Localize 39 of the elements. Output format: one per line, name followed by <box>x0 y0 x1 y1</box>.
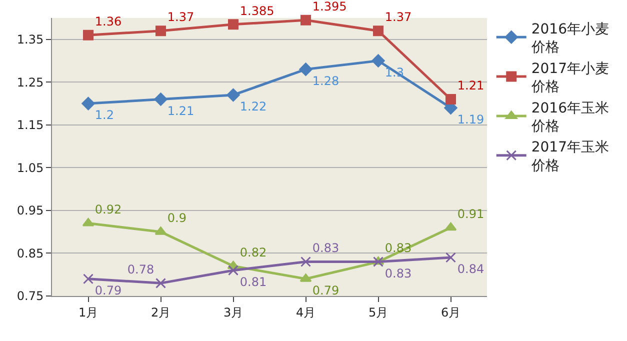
data-label: 0.78 <box>127 262 154 277</box>
y-tick-label: 0.75 <box>16 289 44 304</box>
legend-label: 2017年小麦价格 <box>530 60 609 96</box>
y-tick-label: 1.05 <box>16 160 44 175</box>
data-label: 1.21 <box>457 78 484 93</box>
data-label: 1.395 <box>312 0 347 14</box>
data-label: 1.2 <box>94 108 114 122</box>
data-label: 0.79 <box>312 284 340 298</box>
data-label: 0.9 <box>167 211 186 226</box>
data-label: 0.83 <box>312 241 340 256</box>
x-tick-label: 2月 <box>150 305 171 320</box>
x-tick-label: 1月 <box>78 305 98 320</box>
data-label: 1.37 <box>384 10 412 24</box>
data-label: 0.92 <box>94 202 122 217</box>
y-tick-label: 1.35 <box>16 32 44 47</box>
data-label: 1.37 <box>167 10 194 24</box>
x-tick-label: 3月 <box>223 305 244 320</box>
data-label: 1.21 <box>167 104 194 118</box>
data-label: 1.36 <box>94 14 122 28</box>
data-label: 0.82 <box>240 245 267 260</box>
data-label: 0.84 <box>457 262 484 276</box>
data-label: 1.28 <box>312 74 340 88</box>
legend-label: 2016年玉米价格 <box>530 100 609 134</box>
data-label: 0.81 <box>240 274 267 289</box>
x-tick-label: 6月 <box>440 305 461 320</box>
y-tick-label: 0.95 <box>16 204 44 218</box>
data-label: 0.91 <box>457 206 484 221</box>
x-tick-label: 5月 <box>368 305 388 320</box>
legend-label: 2016年小麦价格 <box>530 22 609 56</box>
y-tick-label: 0.85 <box>16 246 44 260</box>
legend-label: 2017年玉米价格 <box>530 140 609 174</box>
data-label: 1.19 <box>457 112 484 126</box>
y-tick-label: 1.25 <box>16 75 44 90</box>
x-tick-label: 4月 <box>296 305 316 320</box>
data-label: 1.22 <box>240 100 267 114</box>
data-label: 0.79 <box>94 284 122 298</box>
data-label: 1.385 <box>240 4 274 18</box>
y-tick-label: 1.15 <box>16 118 44 132</box>
data-label: 0.83 <box>384 266 412 280</box>
